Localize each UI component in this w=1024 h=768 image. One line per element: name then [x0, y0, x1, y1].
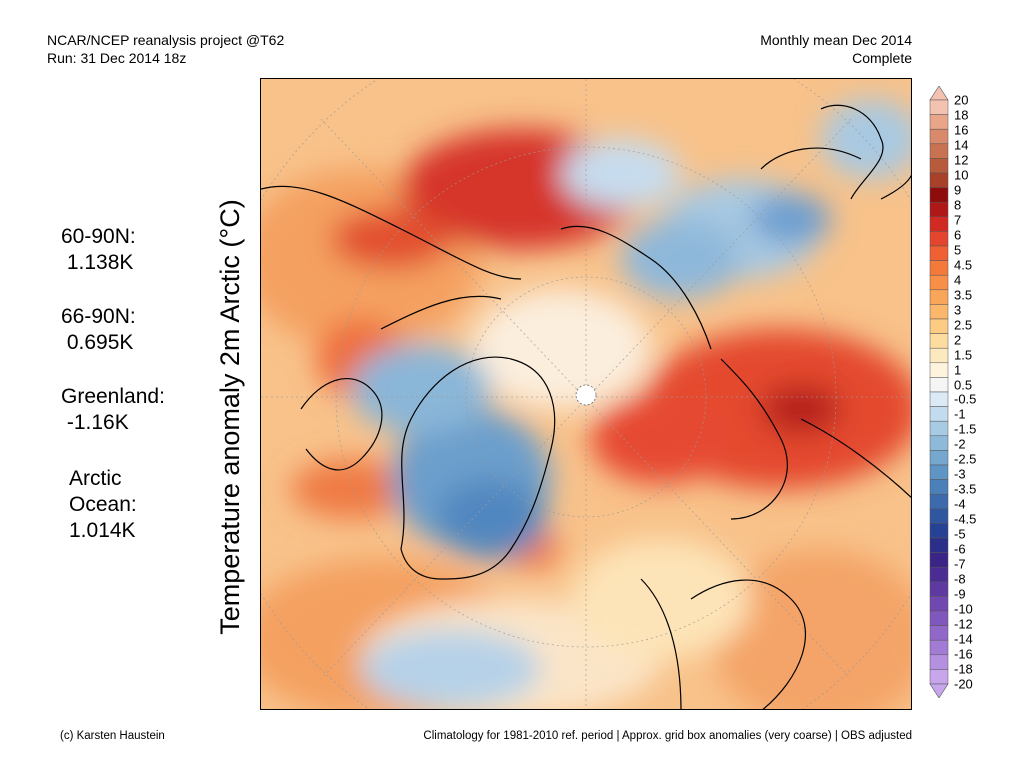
colorbar-swatch: [929, 464, 949, 480]
colorbar-tick-label: -9: [954, 586, 966, 602]
colorbar-tick-label: -12: [954, 616, 973, 632]
colorbar-swatch: [929, 347, 949, 364]
colorbar-tick-label: 16: [954, 122, 969, 138]
colorbar-tick-label: -16: [954, 646, 973, 662]
colorbar-swatch: [929, 99, 949, 115]
colorbar-tick-label: -4: [954, 496, 966, 512]
colorbar-tick-label: 20: [954, 92, 969, 108]
colorbar-swatch: [929, 231, 949, 247]
colorbar-tick-label: 4.5: [954, 257, 973, 273]
colorbar-tick-label: 0.5: [954, 377, 973, 392]
colorbar-tick-label: 3.5: [954, 287, 973, 303]
colorbar-tick-label: -3.5: [954, 481, 977, 497]
colorbar-swatch: [929, 318, 949, 334]
colorbar-tick-label: 2: [954, 332, 962, 348]
colorbar-tick-label: -6: [954, 541, 966, 557]
colorbar-scale: [929, 86, 949, 698]
colorbar-swatch: [929, 406, 949, 422]
colorbar-tick-label: 1.5: [954, 347, 973, 363]
header-right: Monthly mean Dec 2014 Complete: [760, 31, 912, 67]
completeness-status: Complete: [852, 50, 912, 66]
colorbar-min-arrow: [929, 683, 949, 698]
colorbar-tick-label: -10: [954, 601, 973, 617]
colorbar-swatch: [929, 552, 949, 568]
run-time: Run: 31 Dec 2014 18z: [47, 50, 187, 66]
colorbar-swatch: [929, 377, 949, 393]
colorbar-swatch: [929, 187, 949, 203]
colorbar-tick-label: 1: [954, 362, 962, 378]
colorbar-swatch: [929, 508, 949, 524]
colorbar: 20 18 16 14 12 10 9 8 7 6 5 4.5 4 3.5 3 2.5 2 1.5 1 0.5 -0.5…: [928, 86, 1018, 698]
colorbar-swatch: [929, 216, 949, 232]
copyright: (c) Karsten Haustein: [60, 730, 165, 742]
colorbar-swatch: [929, 260, 949, 276]
colorbar-swatch: [929, 596, 949, 612]
colorbar-swatch: [929, 669, 949, 685]
colorbar-swatch: [929, 245, 949, 261]
colorbar-tick-label: 6: [954, 227, 962, 243]
colorbar-tick-label: -14: [954, 631, 973, 647]
stat-greenland: Greenland: -1.16K: [61, 385, 165, 434]
model-title: NCAR/NCEP reanalysis project @T62: [47, 32, 285, 48]
colorbar-tick-label: -8: [954, 571, 966, 587]
colorbar-tick-label: -20: [954, 676, 973, 692]
stat-arctic-ocean: Arctic Ocean: 1.014K: [69, 467, 137, 542]
colorbar-tick-label: 3: [954, 302, 962, 318]
colorbar-tick-label: 7: [954, 212, 962, 228]
colorbar-swatch: [929, 479, 949, 495]
colorbar-tick-label: 2.5: [954, 317, 973, 333]
stat-60-90n: 60-90N: 1.138K: [61, 225, 136, 274]
colorbar-tick-label: 14: [954, 137, 969, 153]
anomaly-map: [260, 78, 912, 710]
colorbar-swatch: [929, 114, 949, 130]
colorbar-tick-label: -1.5: [954, 421, 977, 437]
colorbar-tick-label: 5: [954, 242, 962, 258]
colorbar-swatch: [929, 274, 949, 291]
colorbar-swatch: [929, 435, 949, 451]
colorbar-swatch: [929, 391, 949, 407]
colorbar-tick-label: 18: [954, 107, 969, 123]
colorbar-swatch: [929, 172, 949, 188]
colorbar-tick-label: -18: [954, 661, 973, 677]
colorbar-swatch: [929, 450, 949, 466]
stat-66-90n: 66-90N: 0.695K: [61, 305, 136, 354]
colorbar-tick-label: 10: [954, 167, 969, 183]
colorbar-swatch: [929, 493, 949, 510]
colorbar-tick-label: -2.5: [954, 451, 977, 467]
colorbar-tick-label: -3: [954, 466, 966, 482]
colorbar-swatch: [929, 304, 949, 320]
anomaly-field: [261, 79, 911, 709]
colorbar-swatch: [929, 654, 949, 670]
colorbar-swatch: [929, 333, 949, 349]
colorbar-swatch: [929, 201, 949, 218]
colorbar-swatch: [929, 289, 949, 305]
colorbar-tick-label: -7: [954, 556, 966, 572]
colorbar-tick-label: -2: [954, 436, 966, 452]
colorbar-swatch: [929, 537, 949, 553]
colorbar-swatch: [929, 158, 949, 174]
colorbar-tick-label: 8: [954, 197, 962, 213]
colorbar-swatch: [929, 639, 949, 656]
climatology-note: Climatology for 1981-2010 ref. period | …: [423, 730, 912, 742]
colorbar-tick-label: 12: [954, 152, 969, 168]
colorbar-tick-label: 4: [954, 272, 962, 288]
colorbar-swatch: [929, 362, 949, 378]
colorbar-swatch: [929, 143, 949, 159]
colorbar-swatch: [929, 581, 949, 597]
colorbar-tick-label: -4.5: [954, 511, 977, 527]
colorbar-max-arrow: [929, 86, 949, 101]
colorbar-swatch: [929, 566, 949, 583]
colorbar-swatch: [929, 625, 949, 641]
colorbar-tick-label: -5: [954, 526, 966, 542]
colorbar-tick-label: -1: [954, 406, 966, 422]
y-axis-label: Temperature anomaly 2m Arctic (°C): [215, 199, 245, 635]
colorbar-tick-label: -0.5: [954, 391, 977, 407]
colorbar-tick-label: 9: [954, 182, 962, 198]
header-left: NCAR/NCEP reanalysis project @T62 Run: 3…: [47, 31, 284, 67]
colorbar-swatch: [929, 610, 949, 626]
period-title: Monthly mean Dec 2014: [760, 32, 912, 48]
colorbar-swatch: [929, 128, 949, 145]
colorbar-swatch: [929, 420, 949, 437]
colorbar-swatch: [929, 523, 949, 539]
